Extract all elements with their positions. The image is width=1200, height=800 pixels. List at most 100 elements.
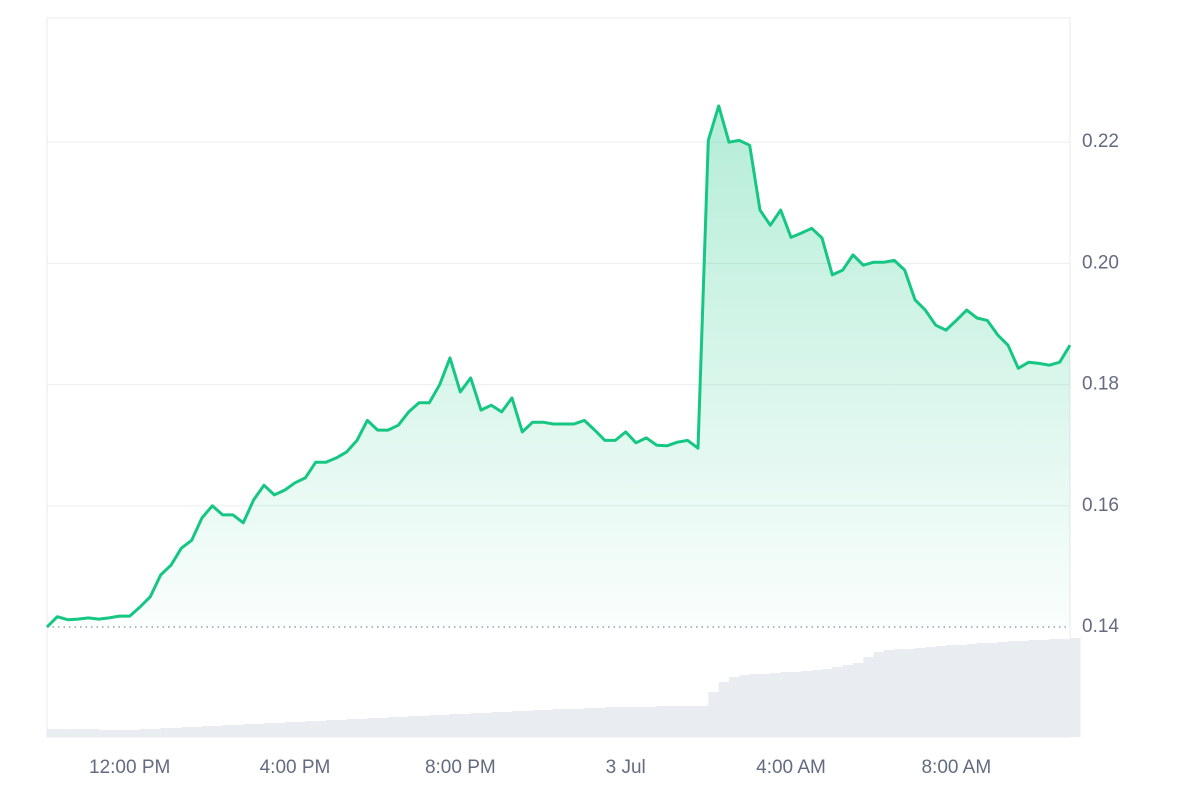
volume-bar (1028, 640, 1040, 737)
y-tick-label: 0.20 (1082, 252, 1119, 273)
volume-bar (1008, 641, 1019, 737)
volume-bar (574, 709, 585, 737)
volume-bar (491, 712, 502, 737)
volume-bar (284, 722, 296, 737)
volume-bar (760, 674, 771, 737)
volume-bar (946, 645, 957, 737)
volume-bar (57, 729, 68, 737)
volume-bar (512, 711, 523, 737)
volume-bar (584, 708, 595, 737)
volume-bar (171, 728, 182, 737)
x-tick-label: 12:00 PM (89, 757, 170, 778)
volume-bar (656, 706, 668, 737)
volume-bar (677, 706, 688, 737)
volume-bar (904, 649, 916, 737)
volume-bar (326, 720, 337, 737)
volume-bar (594, 708, 606, 737)
volume-bar (863, 657, 874, 737)
volume-bar (67, 729, 79, 737)
volume-bar (832, 667, 843, 737)
volume-bar (873, 652, 885, 737)
volume-bar (698, 706, 709, 737)
volume-bar (481, 713, 492, 737)
volume-bar (377, 718, 389, 737)
price-line (45, 104, 1072, 629)
volume-bar (501, 712, 513, 737)
volume-bar (822, 669, 833, 737)
volume-bar (160, 728, 172, 737)
volume-bar (388, 717, 399, 737)
volume-bar (987, 643, 998, 737)
volume-bar (274, 723, 285, 737)
volume-bar (336, 720, 347, 737)
volume-bar (646, 707, 657, 737)
volume-bar (367, 718, 378, 737)
volume-bar (1070, 638, 1081, 737)
volume-bar (150, 729, 161, 737)
price-area (47, 105, 1070, 627)
volume-bar (408, 716, 420, 737)
volume-bar (791, 672, 802, 737)
volume-bar (853, 663, 864, 737)
volume-bar (78, 729, 89, 737)
volume-bar (398, 717, 409, 737)
volume-bar (419, 716, 430, 737)
volume-bar (253, 724, 265, 737)
volume-bar (718, 682, 730, 737)
volume-bar (181, 727, 192, 737)
volume-bar (264, 723, 275, 737)
volume-bar (129, 730, 141, 737)
volume-bar (470, 713, 482, 737)
volume-bar (563, 709, 575, 737)
volume-bar (749, 674, 761, 737)
volume-bar (625, 707, 637, 737)
volume-bar (780, 672, 792, 737)
volume-bar (212, 726, 223, 737)
volume-bar (636, 707, 647, 737)
x-tick-label: 4:00 AM (756, 757, 826, 778)
volume-bar (667, 706, 678, 737)
volume-bar (305, 721, 316, 737)
volume-bar (1059, 639, 1071, 737)
x-tick-label: 4:00 PM (260, 757, 331, 778)
volume-bar (615, 707, 626, 737)
volume-bar (315, 721, 327, 737)
volume-bar (140, 729, 151, 737)
volume-bar (801, 671, 812, 737)
volume-bar (47, 729, 58, 737)
volume-bar (357, 719, 368, 737)
x-tick-label: 8:00 PM (425, 757, 496, 778)
volume-bar (233, 725, 244, 737)
volume-bar (119, 730, 130, 737)
volume-bar (346, 719, 358, 737)
volume-bar (295, 722, 306, 737)
volume-bar (202, 726, 213, 737)
volume-bar (811, 670, 823, 737)
volume-bar (450, 714, 461, 737)
volume-bar (553, 709, 564, 737)
volume-bar (966, 644, 978, 737)
volume-bar (935, 646, 947, 737)
volume-bar (770, 673, 781, 737)
volume-bar (429, 715, 440, 737)
volume-bar (543, 710, 554, 737)
x-tick-label: 3 Jul (606, 757, 646, 778)
volume-bar (222, 725, 234, 737)
volume-bar (460, 714, 471, 737)
volume-bar (997, 642, 1009, 737)
volume-bar (894, 649, 905, 737)
volume-bar (729, 677, 740, 737)
y-tick-label: 0.16 (1082, 495, 1119, 516)
volume-bar (884, 650, 895, 737)
volume-bar (956, 645, 967, 737)
volume-bar (191, 727, 203, 737)
volume-bar (1049, 639, 1060, 737)
volume-bar (708, 692, 719, 737)
volume-bar (915, 648, 926, 737)
y-tick-label: 0.14 (1082, 616, 1119, 637)
volume-bar (88, 729, 99, 737)
volume-bar (687, 706, 699, 737)
volume-bar (1039, 640, 1050, 737)
volume-bar (243, 724, 254, 737)
